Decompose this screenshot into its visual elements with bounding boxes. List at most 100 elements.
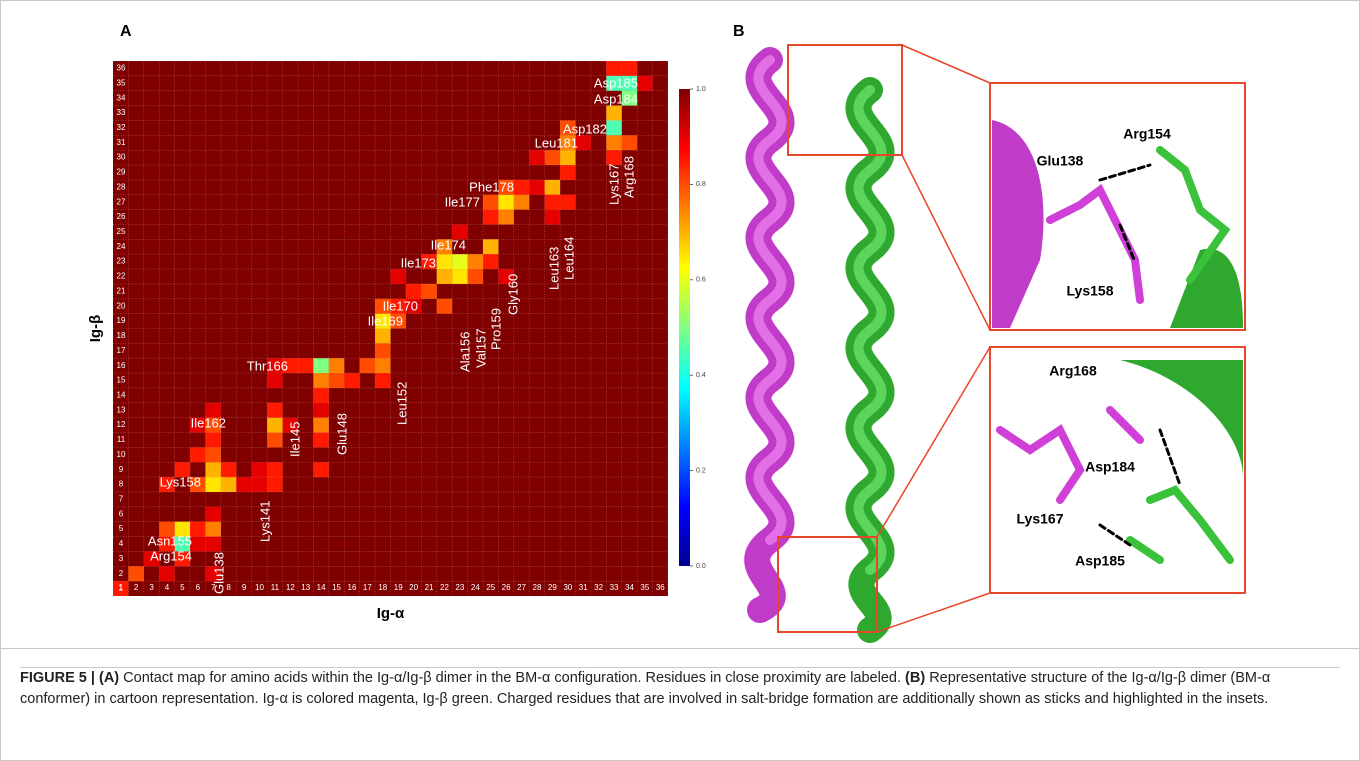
colorbar-tick-label: 0.4 — [696, 372, 706, 379]
heat-cell — [545, 180, 560, 195]
x-tick-label: 11 — [271, 583, 280, 592]
residue-label: Leu152 — [394, 382, 409, 425]
heat-cell — [206, 537, 221, 552]
x-tick-label: 19 — [394, 583, 403, 592]
caption-bold: (B) — [905, 670, 925, 686]
y-tick-label: 14 — [117, 390, 126, 399]
x-tick-label: 15 — [332, 583, 341, 592]
inset-label: Lys167 — [1017, 511, 1064, 527]
heat-cell — [252, 477, 267, 492]
connector — [902, 155, 990, 330]
colorbar-tick-label: 0.0 — [696, 563, 706, 570]
y-tick-label: 24 — [117, 242, 126, 251]
residue-label: Glu138 — [211, 552, 226, 594]
x-tick-label: 33 — [610, 583, 619, 592]
y-tick-label: 32 — [117, 123, 126, 132]
heat-cell — [622, 61, 637, 76]
heat-cell — [514, 195, 529, 210]
heat-cell — [560, 150, 575, 165]
page: {"chart_data": {"type": "heatmap", "pane… — [0, 0, 1360, 761]
residue-label: Thr166 — [247, 358, 288, 373]
heat-cell — [483, 239, 498, 254]
x-tick-label: 2 — [134, 583, 139, 592]
caption-text: Contact map for amino acids within the I… — [119, 670, 905, 686]
heat-cell — [606, 106, 621, 121]
heat-cell — [452, 254, 467, 269]
heat-cell — [375, 373, 390, 388]
heat-cell — [206, 477, 221, 492]
residue-label: Asn155 — [148, 533, 192, 548]
y-tick-label: 20 — [117, 301, 126, 310]
x-tick-label: 8 — [226, 583, 231, 592]
x-tick-label: 23 — [455, 583, 464, 592]
heat-cell — [545, 210, 560, 225]
colorbar — [679, 89, 690, 566]
heat-cell — [267, 462, 282, 477]
heat-cell — [606, 150, 621, 165]
x-tick-label: 25 — [486, 583, 495, 592]
y-axis-label: Ig-β — [87, 315, 104, 342]
heat-cell — [313, 433, 328, 448]
heat-cell — [375, 343, 390, 358]
x-tick-label: 12 — [286, 583, 295, 592]
heat-cell — [483, 254, 498, 269]
heat-cell — [498, 195, 513, 210]
heat-cell — [545, 150, 560, 165]
x-tick-label: 34 — [625, 583, 634, 592]
heat-cell — [267, 418, 282, 433]
x-tick-label: 32 — [594, 583, 603, 592]
heat-cell — [606, 135, 621, 150]
y-tick-label: 10 — [117, 450, 126, 459]
heat-cell — [498, 210, 513, 225]
heat-cell — [128, 566, 143, 581]
heat-cell — [560, 165, 575, 180]
residue-label: Ile145 — [287, 422, 302, 457]
residue-label: Ile177 — [445, 194, 480, 209]
residue-label: Asp184 — [594, 91, 638, 106]
y-tick-label: 21 — [117, 286, 126, 295]
x-tick-label: 4 — [165, 583, 170, 592]
heat-cell — [190, 537, 205, 552]
heat-cell — [452, 269, 467, 284]
heat-cell — [391, 269, 406, 284]
x-tick-label: 17 — [363, 583, 372, 592]
connector — [877, 593, 990, 632]
y-tick-label: 19 — [117, 316, 126, 325]
heat-cell — [637, 76, 652, 91]
residue-label: Ala156 — [457, 332, 472, 372]
heat-cell — [313, 388, 328, 403]
heat-cell — [606, 61, 621, 76]
y-tick-label: 29 — [117, 168, 126, 177]
y-tick-label: 2 — [119, 569, 124, 578]
heat-cell — [313, 403, 328, 418]
caption: FIGURE 5 | (A) Contact map for amino aci… — [20, 667, 1340, 710]
y-tick-label: 13 — [117, 405, 126, 414]
heat-cell — [267, 433, 282, 448]
x-tick-label: 26 — [502, 583, 511, 592]
residue-label: Leu163 — [546, 247, 561, 290]
x-tick-label: 18 — [378, 583, 387, 592]
x-tick-label: 21 — [425, 583, 434, 592]
heat-cell — [344, 373, 359, 388]
x-tick-label: 22 — [440, 583, 449, 592]
residue-label: Glu148 — [334, 413, 349, 455]
heat-cell — [313, 358, 328, 373]
inset-label: Arg154 — [1123, 126, 1171, 142]
heat-cell — [252, 462, 267, 477]
x-tick-label: 36 — [656, 583, 665, 592]
residue-label: Arg168 — [621, 156, 636, 198]
x-axis-label: Ig-α — [377, 605, 405, 622]
heat-cell — [468, 254, 483, 269]
heat-cell — [329, 373, 344, 388]
y-tick-label: 33 — [117, 108, 126, 117]
x-tick-label: 29 — [548, 583, 557, 592]
heat-cell — [313, 418, 328, 433]
y-tick-label: 7 — [119, 495, 124, 504]
heat-cell — [545, 195, 560, 210]
connector — [877, 347, 990, 537]
heat-cell — [206, 522, 221, 537]
heat-cell — [267, 477, 282, 492]
y-tick-label: 31 — [117, 138, 126, 147]
y-tick-label: 1 — [119, 584, 124, 593]
